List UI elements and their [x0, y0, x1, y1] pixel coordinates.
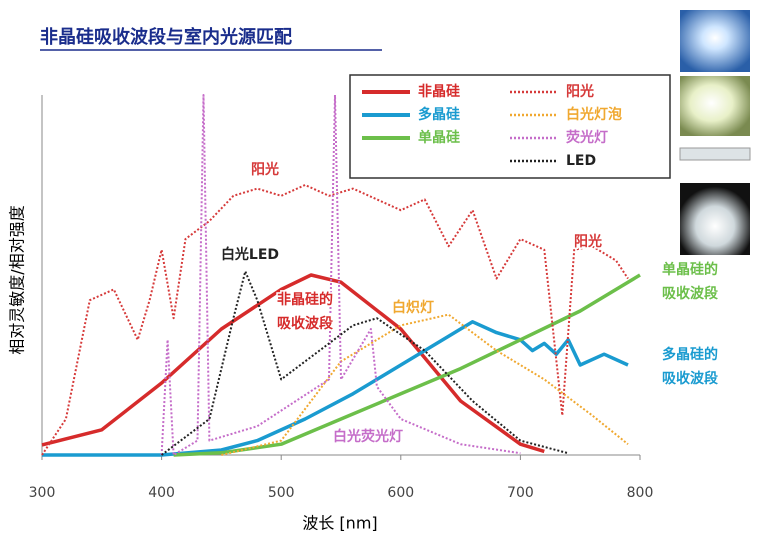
legend-label: 白光灯泡	[566, 106, 622, 123]
chart-title: 非晶硅吸收波段与室内光源匹配	[40, 26, 292, 48]
annotation: 白光荧光灯	[333, 428, 403, 445]
annotation: 单晶硅的	[662, 261, 718, 278]
legend-label: 阳光	[566, 83, 594, 100]
legend-label: 荧光灯	[566, 129, 608, 146]
legend-label: 多晶硅	[418, 106, 460, 123]
bulb-photo	[680, 76, 750, 136]
series-line	[160, 94, 521, 456]
annotation: 吸收波段	[277, 315, 333, 332]
legend-label: 单晶硅	[418, 129, 460, 146]
series-line	[42, 320, 629, 457]
tube-photo	[679, 147, 751, 161]
x-tick-label: 600	[387, 485, 414, 501]
y-axis-label: 相对灵敏度/相对强度	[8, 205, 27, 354]
series-line	[41, 184, 629, 456]
annotation: 吸收波段	[662, 370, 718, 387]
x-tick-label: 300	[29, 485, 56, 501]
x-tick-label: 800	[627, 485, 654, 501]
annotation: 吸收波段	[662, 285, 718, 302]
annotation: 多晶硅的	[662, 346, 718, 363]
x-axis-label: 波长 [nm]	[302, 514, 377, 533]
annotation: 阳光	[251, 161, 279, 178]
x-tick-label: 500	[268, 485, 295, 501]
annotation: 非晶硅的	[277, 291, 333, 308]
sun-photo	[680, 10, 750, 72]
led-photo	[680, 183, 750, 255]
series-line	[41, 273, 545, 454]
annotation: 阳光	[574, 233, 602, 250]
annotation: 白炽灯	[392, 299, 434, 316]
x-tick-label: 400	[148, 485, 175, 501]
x-tick-label: 700	[507, 485, 534, 501]
annotation: 白光LED	[221, 246, 279, 263]
legend-label: LED	[566, 153, 596, 169]
legend-label: 非晶硅	[418, 83, 460, 100]
